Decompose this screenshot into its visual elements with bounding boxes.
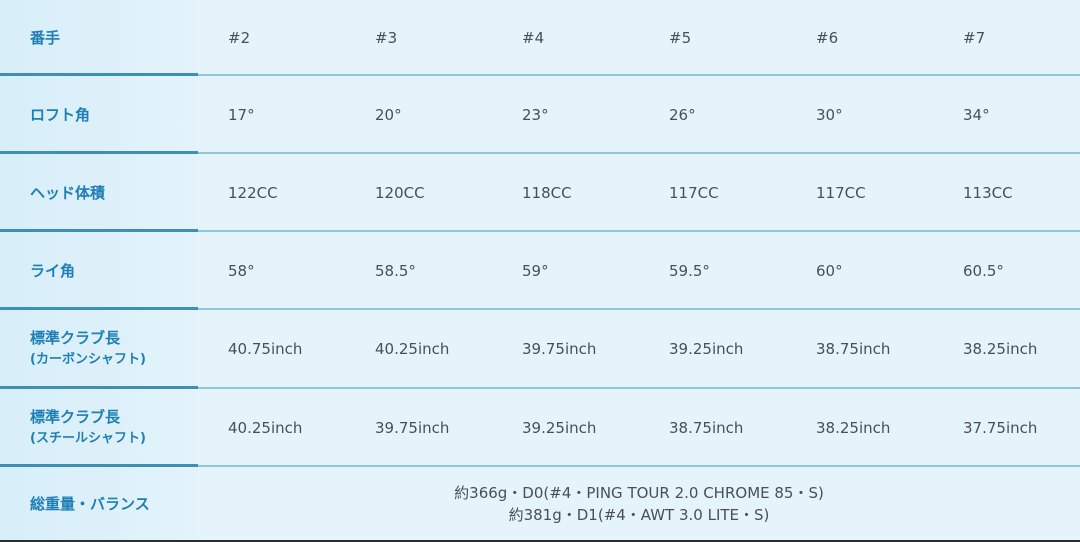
row-label-text: ライ角 [30, 261, 76, 280]
row-divider [0, 307, 1080, 310]
row-label-text: 標準クラブ長 [30, 407, 121, 426]
table-cell: 39.25inch [669, 340, 744, 358]
table-row-weight: 総重量・バランス 約366g・D0(#4・PING TOUR 2.0 CHROME… [0, 467, 1080, 540]
row-divider [0, 464, 1080, 467]
table-cell: #4 [522, 28, 545, 47]
row-divider [0, 386, 1080, 389]
table-row: 標準クラブ長 (スチールシャフト) 40.25inch 39.75inch 39.25i… [0, 389, 1080, 466]
table-cell: 40.25inch [375, 340, 450, 358]
row-label: ライ角 [0, 232, 198, 309]
table-cell: 60.5° [963, 261, 1004, 280]
row-label: 番手 [0, 0, 198, 75]
table-cell: 39.25inch [522, 418, 597, 437]
weight-line-1: 約366g・D0(#4・PING TOUR 2.0 CHROME 85・S) [454, 483, 824, 502]
table-cell: 40.25inch [228, 418, 303, 437]
table-cell: 120CC [375, 183, 425, 202]
table-cell: 34° [963, 105, 990, 124]
weight-cell: 約366g・D0(#4・PING TOUR 2.0 CHROME 85・S) 約3… [198, 467, 1080, 540]
table-cell: 26° [669, 105, 696, 124]
table-cell: 20° [375, 105, 402, 124]
row-divider [0, 229, 1080, 232]
row-label: 標準クラブ長 (カーボンシャフト) [0, 310, 198, 388]
table-cell: 60° [816, 261, 843, 280]
row-label-text: ヘッド体積 [30, 183, 106, 202]
table-cell: 113CC [963, 183, 1013, 202]
table-row: 標準クラブ長 (カーボンシャフト) 40.75inch 40.25inch 39.75i… [0, 310, 1080, 388]
row-label-text: 番手 [30, 28, 61, 47]
row-label-text: 標準クラブ長 [30, 329, 121, 347]
table-row: ロフト角 17° 20° 23° 26° 30° 34° [0, 76, 1080, 153]
row-label: 総重量・バランス [0, 467, 198, 540]
table-cell: 23° [522, 105, 549, 124]
table-cell: #5 [669, 28, 692, 47]
row-label-sub: (カーボンシャフト) [30, 352, 146, 367]
table-cell: #3 [375, 28, 398, 47]
table-row: 番手 #2 #3 #4 #5 #6 #7 [0, 0, 1080, 75]
table-cell: 39.75inch [522, 340, 597, 358]
table-row: ヘッド体積 122CC 120CC 118CC 117CC 117CC 113CC [0, 154, 1080, 231]
table-cell: 58° [228, 261, 255, 280]
table-cell: 17° [228, 105, 255, 124]
row-label: 標準クラブ長 (スチールシャフト) [0, 389, 198, 466]
table-cell: 117CC [669, 183, 719, 202]
table-cell: 117CC [816, 183, 866, 202]
table-cell: #6 [816, 28, 839, 47]
table-row: ライ角 58° 58.5° 59° 59.5° 60° 60.5° [0, 232, 1080, 309]
row-divider [0, 151, 1080, 154]
table-cell: 37.75inch [963, 418, 1038, 437]
row-label: ロフト角 [0, 76, 198, 153]
table-cell: #2 [228, 28, 251, 47]
table-cell: 58.5° [375, 261, 416, 280]
table-cell: 38.25inch [816, 418, 891, 437]
row-label: ヘッド体積 [0, 154, 198, 231]
row-divider [0, 73, 1080, 76]
row-label-sub: (スチールシャフト) [30, 430, 146, 446]
row-label-text: 総重量・バランス [30, 494, 150, 513]
table-cell: 39.75inch [375, 418, 450, 437]
table-cell: 118CC [522, 183, 572, 202]
table-cell: #7 [963, 28, 986, 47]
table-cell: 40.75inch [228, 340, 303, 358]
table-cell: 30° [816, 105, 843, 124]
table-cell: 59.5° [669, 261, 710, 280]
table-cell: 38.75inch [816, 340, 891, 358]
weight-line-2: 約381g・D1(#4・AWT 3.0 LITE・S) [508, 505, 770, 524]
row-label-text: ロフト角 [30, 105, 91, 124]
table-cell: 122CC [228, 183, 278, 202]
table-cell: 38.75inch [669, 418, 744, 437]
table-cell: 38.25inch [963, 340, 1038, 358]
table-cell: 59° [522, 261, 549, 280]
